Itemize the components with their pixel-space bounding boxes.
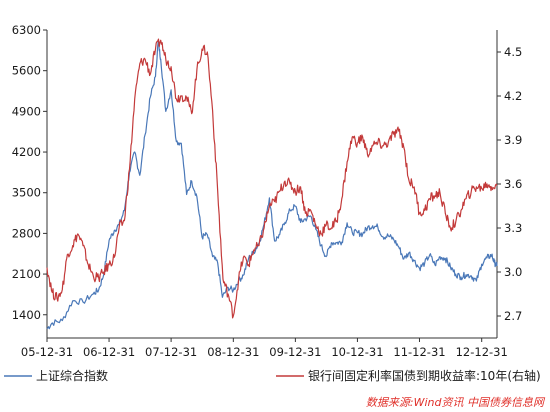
left-y-tick-label: 4900 — [12, 104, 41, 118]
left-y-tick-label: 3500 — [12, 186, 41, 200]
x-tick-label: 07-12-31 — [145, 345, 197, 359]
x-tick-label: 11-12-31 — [393, 345, 445, 359]
x-tick-label: 09-12-31 — [269, 345, 321, 359]
x-tick-label: 06-12-31 — [83, 345, 135, 359]
x-axis-ticks: 05-12-31 06-12-31 07-12-31 08-12-31 09-12-31… — [21, 338, 508, 359]
x-tick-label: 10-12-31 — [331, 345, 383, 359]
right-y-tick-label: 3.9 — [504, 133, 522, 147]
left-y-tick-label: 5600 — [12, 64, 41, 78]
right-y-tick-label: 3.3 — [504, 221, 522, 235]
left-y-tick-label: 1400 — [12, 308, 41, 322]
series-layer — [46, 38, 498, 330]
axes-frame — [46, 30, 498, 339]
legend-label-1: 上证综合指数 — [36, 368, 108, 383]
left-y-axis-ticks: 1400 2100 2800 3500 4200 4900 5600 6300 — [12, 23, 47, 322]
x-tick-label: 05-12-31 — [21, 345, 73, 359]
series-line-2 — [46, 38, 498, 319]
right-y-tick-label: 4.5 — [504, 45, 522, 59]
series-line-1 — [46, 40, 498, 330]
left-y-tick-label: 2800 — [12, 226, 41, 240]
right-y-tick-label: 4.2 — [504, 89, 522, 103]
left-y-tick-label: 2100 — [12, 267, 41, 281]
right-y-tick-label: 3.0 — [504, 265, 522, 279]
source-note: 数据来源:Wind资讯 中国债券信息网 — [366, 396, 546, 409]
x-tick-label: 12-12-31 — [456, 345, 508, 359]
x-tick-label: 08-12-31 — [207, 345, 259, 359]
legend: 上证综合指数 银行间固定利率国债到期收益率:10年(右轴) — [4, 368, 541, 383]
legend-label-2: 银行间固定利率国债到期收益率:10年(右轴) — [308, 368, 541, 383]
right-y-tick-label: 3.6 — [504, 177, 522, 191]
left-y-tick-label: 4200 — [12, 145, 41, 159]
left-y-tick-label: 6300 — [12, 23, 41, 37]
right-y-tick-label: 2.7 — [504, 309, 522, 323]
right-y-axis-ticks: 2.7 3.0 3.3 3.6 3.9 4.2 4.5 — [497, 45, 522, 323]
